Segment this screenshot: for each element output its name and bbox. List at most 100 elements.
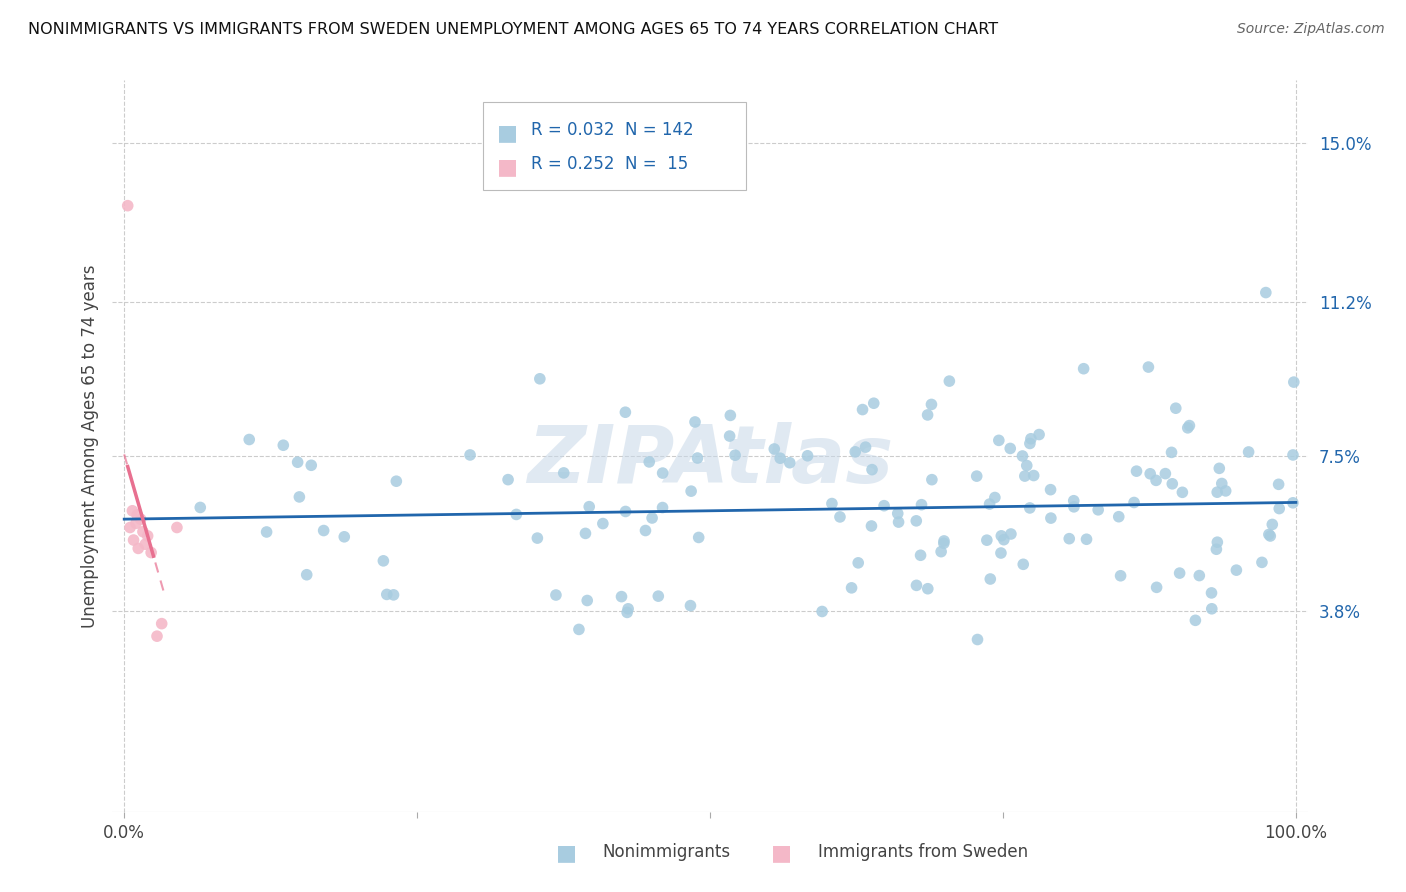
Point — [938, 374, 960, 388]
Point — [610, 590, 633, 604]
Point — [576, 593, 599, 607]
Point — [617, 602, 640, 616]
Point — [592, 516, 614, 531]
Point — [553, 466, 575, 480]
Point — [312, 524, 335, 538]
Point — [718, 429, 741, 443]
Point — [811, 605, 834, 619]
Y-axis label: Unemployment Among Ages 65 to 74 years: Unemployment Among Ages 65 to 74 years — [80, 264, 98, 628]
Point — [979, 497, 1001, 511]
Text: ■: ■ — [772, 843, 792, 863]
Point — [122, 533, 145, 547]
Point — [578, 500, 600, 514]
Point — [1109, 568, 1132, 582]
Point — [1184, 613, 1206, 627]
Point — [651, 500, 673, 515]
Point — [862, 396, 884, 410]
Point — [1188, 568, 1211, 582]
Point — [1208, 461, 1230, 475]
Point — [125, 516, 148, 531]
Point — [686, 450, 709, 465]
Point — [1178, 418, 1201, 433]
Point — [382, 588, 405, 602]
Point — [860, 463, 883, 477]
Point — [496, 473, 519, 487]
Point — [851, 402, 873, 417]
Point — [1146, 580, 1168, 594]
Point — [993, 533, 1015, 547]
Point — [166, 520, 188, 534]
Point — [1011, 449, 1033, 463]
Point — [1171, 485, 1194, 500]
Point — [333, 530, 356, 544]
Point — [1154, 467, 1177, 481]
Point — [1164, 401, 1187, 416]
Point — [1211, 476, 1233, 491]
Point — [1206, 535, 1229, 549]
Point — [1039, 511, 1062, 525]
Point — [917, 408, 939, 422]
Point — [1282, 375, 1305, 389]
Point — [921, 473, 943, 487]
Point — [287, 455, 309, 469]
Point — [1123, 495, 1146, 509]
Text: ■: ■ — [498, 123, 519, 143]
Point — [966, 632, 988, 647]
Point — [917, 582, 939, 596]
Text: R = 0.252  N =  15: R = 0.252 N = 15 — [531, 155, 688, 173]
Point — [681, 484, 703, 499]
Point — [1257, 527, 1279, 541]
Point — [1177, 421, 1199, 435]
Point — [905, 514, 928, 528]
Point — [1019, 432, 1042, 446]
Point — [1261, 517, 1284, 532]
Text: ■: ■ — [498, 157, 519, 178]
Point — [887, 515, 910, 529]
Point — [651, 466, 673, 480]
Text: ■: ■ — [557, 843, 576, 863]
Point — [568, 623, 591, 637]
Point — [1215, 483, 1237, 498]
Point — [920, 397, 942, 411]
Point — [574, 526, 596, 541]
Point — [987, 434, 1010, 448]
Point — [299, 458, 322, 473]
Point — [505, 508, 527, 522]
Point — [1039, 483, 1062, 497]
Point — [129, 512, 152, 526]
Point — [821, 497, 844, 511]
Point — [979, 572, 1001, 586]
Point — [1258, 529, 1281, 543]
Point — [929, 544, 952, 558]
Point — [1018, 500, 1040, 515]
Point — [1063, 500, 1085, 514]
Point — [641, 511, 664, 525]
Point — [1225, 563, 1247, 577]
Point — [634, 524, 657, 538]
Point — [146, 629, 169, 643]
Point — [932, 533, 955, 548]
Point — [271, 438, 294, 452]
Point — [1000, 527, 1022, 541]
Point — [846, 556, 869, 570]
Point — [134, 537, 156, 551]
Point — [647, 589, 669, 603]
Point — [1012, 558, 1035, 572]
Point — [1057, 532, 1080, 546]
Point — [855, 440, 877, 454]
Point — [932, 536, 955, 550]
Point — [188, 500, 211, 515]
Point — [1282, 496, 1305, 510]
Point — [614, 405, 637, 419]
Point — [1022, 468, 1045, 483]
Point — [458, 448, 481, 462]
Point — [1015, 458, 1038, 473]
Point — [132, 524, 155, 539]
Point — [1018, 436, 1040, 450]
Point — [1087, 503, 1109, 517]
Point — [1108, 509, 1130, 524]
Point — [1014, 469, 1036, 483]
Point — [796, 449, 818, 463]
Text: Immigrants from Sweden: Immigrants from Sweden — [818, 844, 1028, 862]
Point — [769, 451, 792, 466]
